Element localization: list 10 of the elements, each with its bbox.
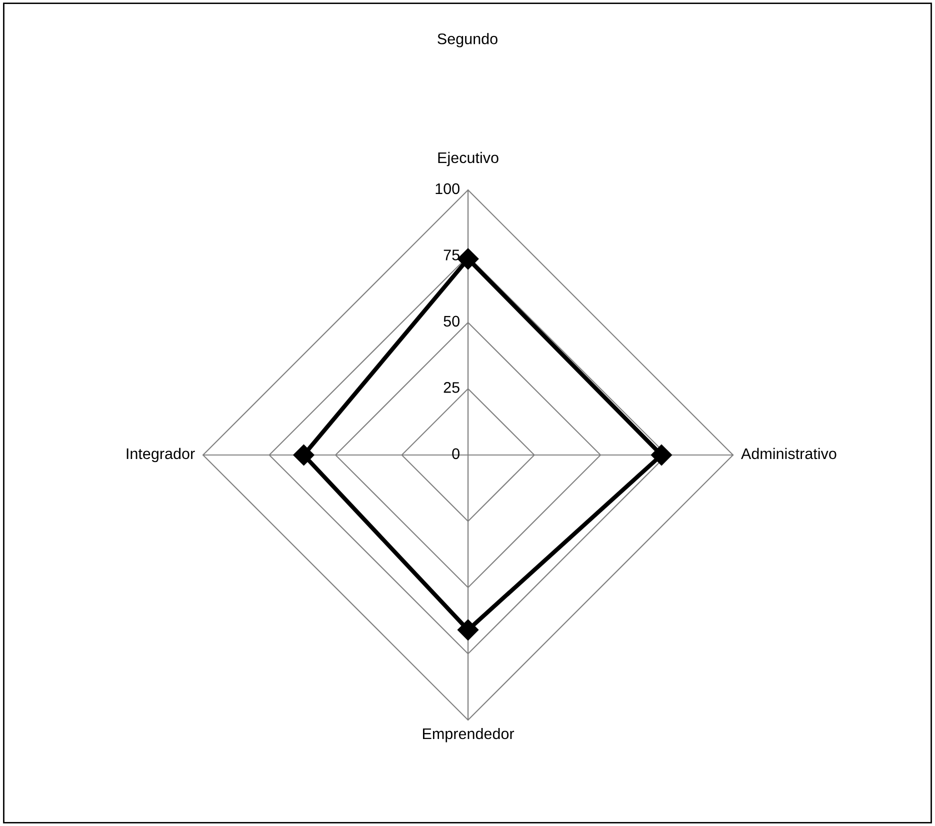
y-tick-label: 50 <box>444 316 460 327</box>
y-tick-label: 75 <box>444 250 460 260</box>
y-tick-label: 0 <box>452 448 460 460</box>
spoke-label: Ejecutivo <box>438 152 498 166</box>
spoke-label: Integrador <box>126 448 195 462</box>
y-tick-label: 25 <box>444 382 460 393</box>
spoke-label: Emprendedor <box>423 728 514 742</box>
spoke-label: Administrativo <box>741 448 836 460</box>
chart-title: Segundo <box>438 33 498 48</box>
y-tick-label: 100 <box>436 183 460 194</box>
